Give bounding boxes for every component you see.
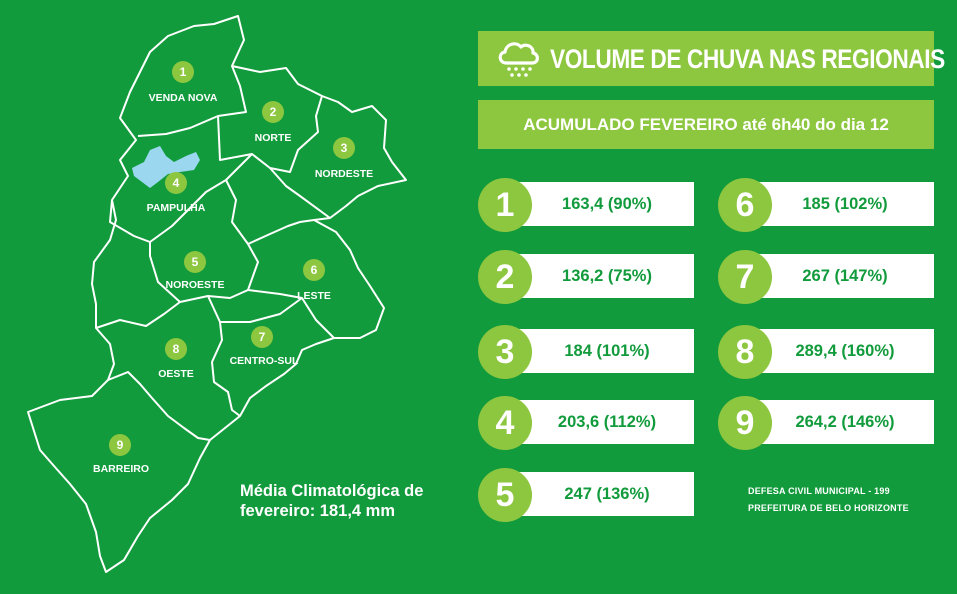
region-number: 2: [270, 105, 277, 119]
reading-row-7: 267 (147%) 7: [718, 250, 934, 306]
credits-line1: DEFESA CIVIL MUNICIPAL - 199: [748, 486, 890, 496]
border-noroeste: [149, 179, 259, 303]
reading-row-1: 163,4 (90%) 1: [478, 178, 694, 234]
region-number: 3: [341, 141, 348, 155]
region-name: NORDESTE: [315, 168, 373, 180]
reading-number: 5: [495, 476, 515, 514]
reading-row-3: 184 (101%) 3: [478, 325, 694, 381]
subtitle-banner: ACUMULADO FEVEREIRO até 6h40 do dia 12: [478, 100, 934, 149]
reading-number: 6: [735, 186, 755, 224]
reading-row-9: 264,2 (146%) 9: [718, 396, 934, 452]
region-name: NOROESTE: [166, 279, 225, 291]
region-number: 1: [180, 65, 187, 79]
reading-number: 4: [495, 404, 515, 442]
credits-line2: PREFEITURA DE BELO HORIZONTE: [748, 503, 909, 513]
reading-value: 184 (101%): [564, 342, 650, 360]
page-subtitle: ACUMULADO FEVEREIRO até 6h40 do dia 12: [523, 115, 889, 134]
region-name: VENDA NOVA: [149, 92, 218, 104]
regional-map: 1 VENDA NOVA 2 NORTE 3 NORDESTE 4 PAMPUL…: [27, 15, 407, 573]
region-4: 4 PAMPULHA: [147, 172, 206, 214]
region-number: 7: [259, 330, 266, 344]
region-1: 1 VENDA NOVA: [149, 61, 218, 104]
region-name: BARREIRO: [93, 463, 149, 475]
border-oeste-barreiro: [107, 371, 211, 441]
climatology-note: Média Climatológica de fevereiro: 181,4 …: [240, 481, 423, 521]
reading-value: 289,4 (160%): [795, 342, 895, 360]
region-name: NORTE: [255, 132, 292, 144]
reading-value: 185 (102%): [802, 195, 888, 213]
reading-row-5: 247 (136%) 5: [478, 468, 694, 524]
region-8: 8 OESTE: [158, 338, 194, 380]
region-name: OESTE: [158, 368, 194, 380]
reading-number: 7: [735, 258, 755, 296]
reading-number: 1: [495, 186, 515, 224]
region-2: 2 NORTE: [255, 101, 292, 144]
reading-value: 136,2 (75%): [562, 267, 652, 285]
border-leste: [247, 219, 315, 245]
reading-row-4: 203,6 (112%) 4: [478, 396, 694, 452]
border-pampulha-south: [109, 153, 253, 243]
border-centrosul-top: [220, 297, 303, 323]
credits: DEFESA CIVIL MUNICIPAL - 199 PREFEITURA …: [748, 483, 909, 517]
rain-cloud-icon: [498, 42, 539, 77]
region-number: 6: [311, 263, 318, 277]
region-number: 9: [117, 438, 124, 452]
reading-number: 8: [735, 333, 755, 371]
reading-row-6: 185 (102%) 6: [718, 178, 934, 234]
reading-value: 264,2 (146%): [795, 413, 895, 431]
border-noroeste-oeste: [95, 301, 181, 329]
region-3: 3 NORDESTE: [315, 137, 373, 180]
reading-value: 247 (136%): [564, 485, 650, 503]
region-name: CENTRO-SUL: [230, 355, 299, 367]
reading-number: 3: [495, 333, 515, 371]
region-6: 6 LESTE: [297, 259, 331, 302]
reading-row-8: 289,4 (160%) 8: [718, 325, 934, 381]
region-9: 9 BARREIRO: [93, 434, 149, 475]
page-title: VOLUME DE CHUVA NAS REGIONAIS: [550, 44, 945, 74]
region-name: LESTE: [297, 290, 331, 302]
reading-row-2: 136,2 (75%) 2: [478, 250, 694, 306]
region-7: 7 CENTRO-SUL: [230, 326, 299, 367]
border-nordeste-south: [269, 167, 331, 219]
region-number: 4: [173, 176, 180, 190]
region-number: 5: [192, 255, 199, 269]
pampulha-lake: [132, 146, 200, 188]
city-outline: [27, 15, 407, 573]
region-name: PAMPULHA: [147, 202, 206, 214]
reading-number: 9: [735, 404, 755, 442]
reading-value: 163,4 (90%): [562, 195, 652, 213]
reading-value: 267 (147%): [802, 267, 888, 285]
border-norte-nordeste: [217, 95, 323, 173]
climatology-line2: fevereiro: 181,4 mm: [240, 502, 396, 520]
title-banner: VOLUME DE CHUVA NAS REGIONAIS: [478, 31, 945, 86]
climatology-line1: Média Climatológica de: [240, 482, 424, 500]
border-oeste-centrosul: [207, 295, 241, 417]
region-number: 8: [173, 342, 180, 356]
reading-value: 203,6 (112%): [557, 413, 657, 431]
reading-number: 2: [495, 258, 515, 296]
region-5: 5 NOROESTE: [166, 251, 225, 291]
